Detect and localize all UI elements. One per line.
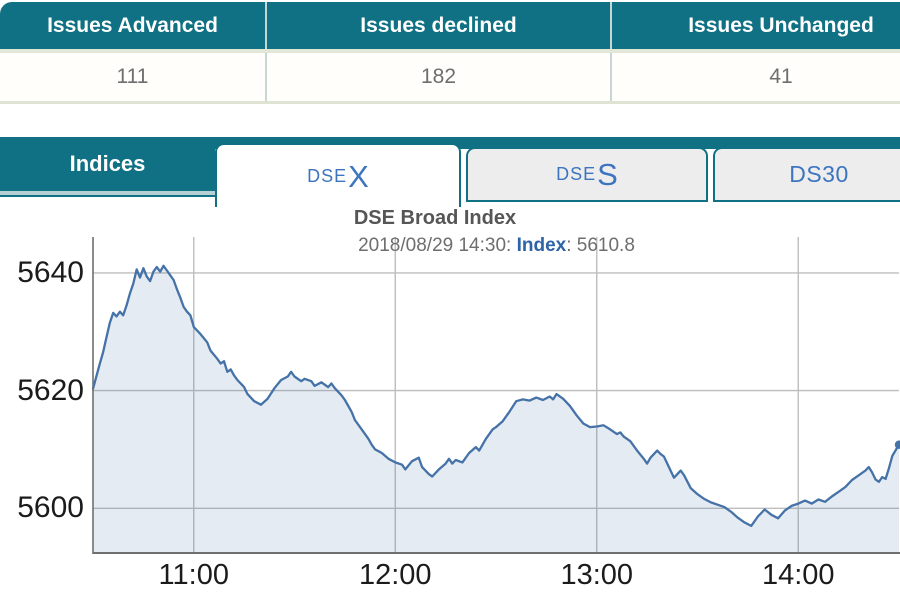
tab-dses-label-big: S — [597, 157, 618, 192]
tab-ds30-label: DS30 — [789, 161, 849, 187]
last-point-marker — [894, 440, 900, 449]
y-axis-label: 5600 — [17, 491, 84, 525]
index-chart: DSE Broad Index 2018/08/29 14:30: Index:… — [0, 207, 900, 600]
x-axis-label: 13:00 — [560, 559, 634, 591]
issues-advanced-value: 111 — [0, 53, 265, 101]
tab-ds30[interactable]: DS30 — [713, 147, 900, 202]
issues-declined-value: 182 — [265, 53, 610, 101]
issues-values-row: 111 182 41 — [0, 53, 900, 104]
y-axis-label: 5620 — [17, 373, 84, 407]
indices-label-text: Indices — [69, 151, 146, 176]
issues-unchanged-value: 41 — [610, 53, 900, 101]
chart-title: DSE Broad Index — [353, 207, 517, 229]
y-axis-label: 5640 — [17, 255, 84, 289]
issues-summary-table: Issues Advanced Issues declined Issues U… — [0, 2, 900, 104]
indices-underline-dark — [0, 195, 215, 197]
chart-subtitle: 2018/08/29 14:30: Index: 5610.8 — [93, 235, 900, 257]
issues-advanced-header: Issues Advanced — [0, 2, 265, 49]
tab-dses-label-small: DSE — [556, 164, 597, 184]
indices-panel-label: Indices — [0, 137, 215, 191]
chart-subtitle-datetime: 2018/08/29 14:30: — [358, 235, 517, 256]
issues-header-row: Issues Advanced Issues declined Issues U… — [0, 2, 900, 53]
indices-tabbar: Indices DSE X DSE S DS30 — [0, 135, 900, 207]
tab-dsex[interactable]: DSE X — [215, 143, 461, 207]
plot-area — [91, 237, 900, 554]
x-axis-label: 11:00 — [158, 559, 229, 591]
tab-dsex-label-big: X — [348, 158, 369, 194]
tab-dsex-label-small: DSE — [307, 165, 348, 186]
indices-underline — [0, 191, 215, 195]
area-fill — [93, 265, 899, 553]
chart-subtitle-series-label: Index — [516, 235, 567, 256]
issues-unchanged-header: Issues Unchanged — [610, 2, 900, 49]
tab-dses[interactable]: DSE S — [466, 147, 708, 202]
chart-subtitle-value: : 5610.8 — [566, 235, 635, 256]
x-axis-label: 12:00 — [358, 559, 432, 591]
x-axis-label: 14:00 — [761, 559, 835, 591]
index-line — [91, 264, 900, 528]
issues-declined-header: Issues declined — [265, 2, 610, 49]
